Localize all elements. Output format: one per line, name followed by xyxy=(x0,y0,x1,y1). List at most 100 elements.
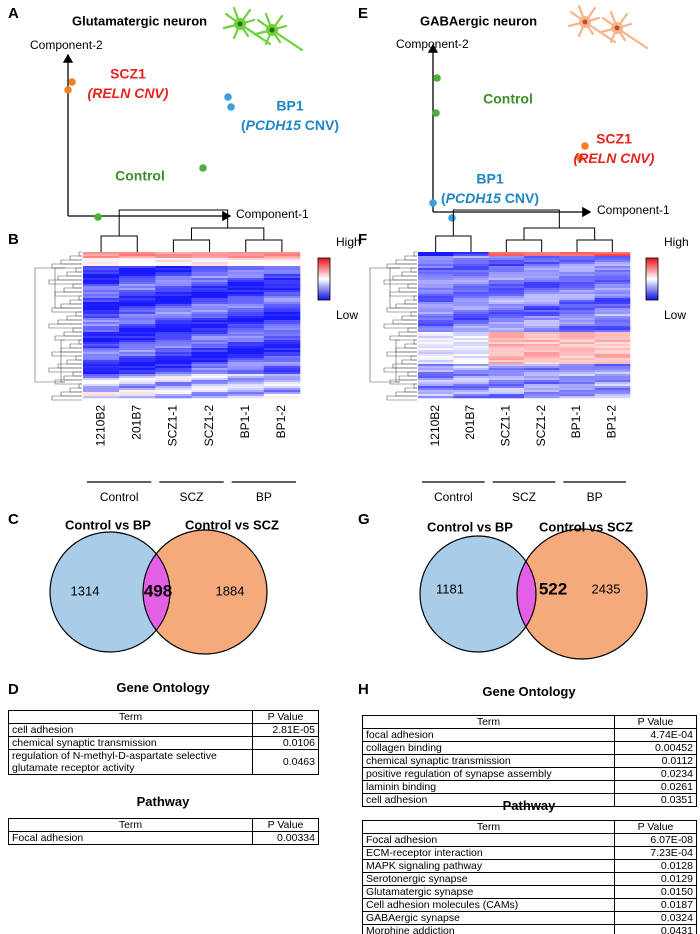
heatmap-cell xyxy=(559,392,595,395)
heatmap-cell xyxy=(227,280,265,283)
venn-left-label: Control vs BP xyxy=(65,517,151,532)
dendro-branch xyxy=(72,327,82,333)
heatmap-cell xyxy=(418,306,454,309)
heatmap-cell xyxy=(453,342,489,345)
panel-letter: F xyxy=(358,231,367,248)
heatmap-cell xyxy=(524,354,560,357)
heatmap-cells xyxy=(418,252,631,399)
heatmap-cell xyxy=(155,262,192,265)
heatmap-cell xyxy=(155,252,192,255)
heatmap-cell xyxy=(155,392,192,395)
heatmap-cell xyxy=(191,344,228,347)
p-value: 0.00334 xyxy=(252,831,319,845)
heatmap-cell xyxy=(418,276,454,279)
heatmap-cell xyxy=(83,346,120,349)
heatmap-cell xyxy=(453,268,489,271)
heatmap-cell xyxy=(191,380,228,383)
dendro-branch xyxy=(410,267,417,273)
heatmap-cell xyxy=(119,302,156,305)
heatmap-cell xyxy=(559,266,595,269)
y-axis-label: Component-2 xyxy=(30,38,103,52)
heatmap-cell xyxy=(155,274,192,277)
dendro-branch xyxy=(63,331,82,337)
heatmap-cell xyxy=(263,302,301,305)
heatmap-cell xyxy=(263,288,301,291)
heatmap-cell xyxy=(155,294,192,297)
neuron-icon xyxy=(254,12,304,52)
dendro-branch xyxy=(54,335,82,341)
heatmap-cell xyxy=(418,272,454,275)
term: chemical synaptic transmission xyxy=(8,736,253,750)
dendro-branch xyxy=(401,271,417,277)
heatmap-cell xyxy=(119,368,156,371)
heatmap-cell xyxy=(488,278,525,281)
heatmap-cell xyxy=(83,320,120,323)
heatmap-cell xyxy=(524,338,560,341)
heatmap-cell xyxy=(524,316,560,319)
heatmap-cell xyxy=(119,300,156,303)
heatmap-cell xyxy=(453,372,489,375)
heatmap-cell xyxy=(453,376,489,379)
table-row: focal adhesion 4.74E-04 xyxy=(362,728,697,742)
heatmap-cell xyxy=(227,306,265,309)
dendro-branch xyxy=(34,267,65,383)
heatmap-cell xyxy=(453,344,489,347)
heatmap-cell xyxy=(227,368,265,371)
heatmap-cell xyxy=(559,252,595,255)
heatmap-cell xyxy=(524,380,560,383)
term: ECM-receptor interaction xyxy=(362,846,615,860)
venn-right xyxy=(517,529,647,659)
dendro-branch xyxy=(48,279,82,285)
term: chemical synaptic transmission xyxy=(362,754,615,768)
heatmap-cell xyxy=(83,360,120,363)
heatmap-cell xyxy=(155,336,192,339)
heatmap-cell xyxy=(453,262,489,265)
heatmap-cell xyxy=(263,260,301,263)
heatmap-cell xyxy=(418,280,454,283)
table-row: regulation of N-methyl-D-aspartate selec… xyxy=(8,749,319,775)
heatmap-cell xyxy=(83,254,120,257)
dendro-branch xyxy=(54,267,65,309)
heatmap-cell xyxy=(263,388,301,391)
heatmap-cell xyxy=(524,360,560,363)
heatmap-cell xyxy=(488,262,525,265)
heatmap-cell xyxy=(83,326,120,329)
heatmap-cell xyxy=(83,378,120,381)
dendro-branch xyxy=(392,275,417,281)
heatmap-cell xyxy=(191,360,228,363)
heatmap-cell xyxy=(83,344,120,347)
heatmap-cell xyxy=(594,344,631,347)
dendro-branch xyxy=(413,383,417,389)
heatmap-cell xyxy=(559,330,595,333)
p-value: 4.74E-04 xyxy=(614,728,697,742)
heatmap-cell xyxy=(594,264,631,267)
dendro-branch xyxy=(69,387,82,393)
heatmap-cell xyxy=(488,362,525,365)
heatmap-cell xyxy=(488,396,525,399)
heatmap-cell xyxy=(594,304,631,307)
heatmap-cell xyxy=(83,328,120,331)
heatmap-cell xyxy=(119,274,156,277)
neuron-icon xyxy=(567,4,617,44)
heatmap-cell xyxy=(453,318,489,321)
heatmap-cell xyxy=(418,340,454,343)
heatmap-cell xyxy=(453,286,489,289)
heatmap-cell xyxy=(488,334,525,337)
heatmap-cell xyxy=(119,262,156,265)
heatmap-cell xyxy=(83,302,120,305)
heatmap-cell xyxy=(263,292,301,295)
dendro-branch xyxy=(66,315,82,321)
term: cell adhesion xyxy=(8,723,253,737)
heatmap-cell xyxy=(263,298,301,301)
heatmap-cell xyxy=(263,334,301,337)
heatmap-cell xyxy=(594,258,631,261)
heatmap-cell xyxy=(263,352,301,355)
heatmap-cell xyxy=(524,308,560,311)
heatmap-cell xyxy=(594,294,631,297)
heatmap-cell xyxy=(119,258,156,261)
heatmap-cell xyxy=(559,340,595,343)
heatmap-cell xyxy=(559,326,595,329)
heatmap-cell xyxy=(119,342,156,345)
dendro-branch xyxy=(407,283,417,289)
heatmap-cell xyxy=(191,274,228,277)
